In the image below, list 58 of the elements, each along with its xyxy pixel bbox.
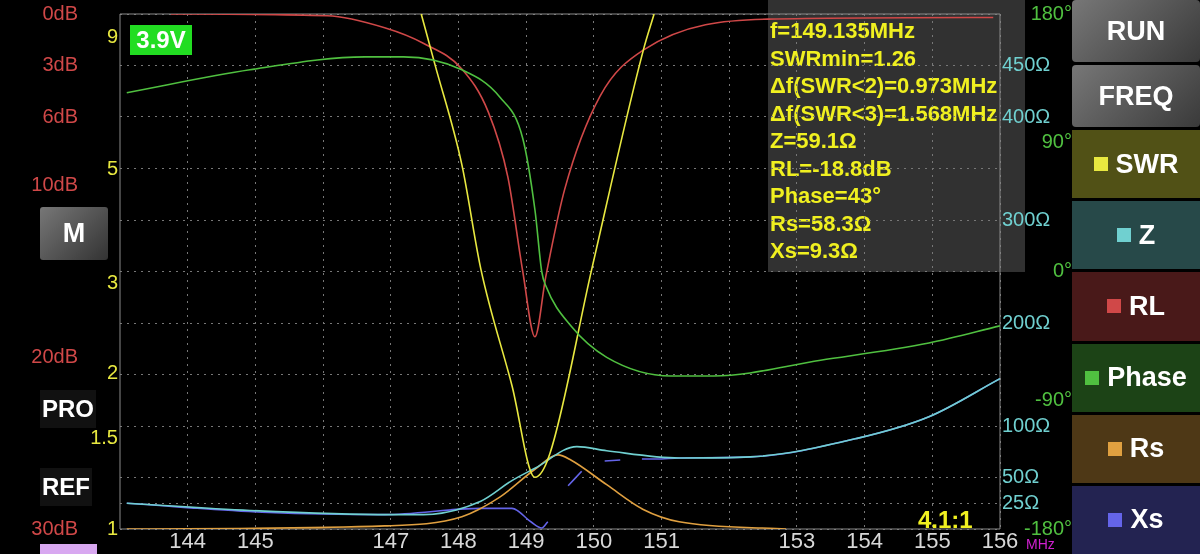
y2-tick-label: 1.5 xyxy=(90,425,118,448)
y-tick-label: 10dB xyxy=(31,173,78,196)
y-tick-label: 20dB xyxy=(31,344,78,367)
x-tick-label: 145 xyxy=(237,528,274,554)
legend-label: Z xyxy=(1138,219,1156,251)
y3-tick-label: 50Ω xyxy=(1002,465,1040,488)
annotation: 3.9V xyxy=(136,26,186,54)
y3-tick-label: 400Ω xyxy=(1002,104,1051,127)
y2-tick-label: 3 xyxy=(106,270,118,293)
text: REF xyxy=(42,473,90,501)
x-tick-label: 153 xyxy=(778,528,816,554)
y-tick-label: 30dB xyxy=(31,516,78,539)
x-axis-title: MHz xyxy=(1026,536,1055,552)
annotation: Phase=43° xyxy=(770,183,881,208)
y2-tick-label: 1 xyxy=(106,516,118,539)
y3-tick-label: 100Ω xyxy=(1002,413,1051,436)
annotation: Z=59.1Ω xyxy=(770,128,857,153)
text: FREQ xyxy=(1098,80,1174,112)
text: RUN xyxy=(1106,15,1166,47)
y-tick-label: 0° xyxy=(1052,259,1072,282)
y3-tick-label: 200Ω xyxy=(1002,310,1051,333)
x-tick-label: 148 xyxy=(440,528,477,554)
y-tick-label: 180° xyxy=(1030,1,1072,24)
x-tick-label: 149 xyxy=(507,528,545,554)
y2-tick-label: 9 xyxy=(106,25,118,48)
annotation: Rs=58.3Ω xyxy=(770,210,872,236)
x-tick-label: 150 xyxy=(575,528,613,554)
y-tick-label: 0dB xyxy=(42,1,78,24)
x-tick-label: 154 xyxy=(846,528,883,554)
y3-tick-label: 300Ω xyxy=(1002,207,1051,230)
x-tick-label: 156 xyxy=(981,528,1019,554)
annotation: RL=-18.8dB xyxy=(770,155,892,181)
y3-tick-label: 25Ω xyxy=(1002,490,1040,513)
y-tick-label: -180° xyxy=(1023,516,1072,539)
annotation: Δf(SWR<3)=1.568MHz xyxy=(770,100,998,126)
y2-tick-label: 5 xyxy=(106,156,118,179)
x-tick-label: 151 xyxy=(643,528,680,554)
line-series xyxy=(125,454,787,529)
y2-tick-label: 2 xyxy=(106,361,118,384)
legend-label: Phase xyxy=(1107,362,1187,394)
y-tick-label: 6dB xyxy=(42,104,78,127)
y3-tick-label: 450Ω xyxy=(1002,53,1051,76)
annotation: Xs=9.3Ω xyxy=(770,238,858,263)
y-tick-label: 90° xyxy=(1041,130,1072,153)
legend-label: RL xyxy=(1129,290,1165,322)
x-tick-label: 144 xyxy=(169,528,207,554)
annotation: f=149.135MHz xyxy=(770,18,915,43)
text: PRO xyxy=(41,395,94,423)
x-tick-label: 147 xyxy=(372,528,410,554)
line-series xyxy=(420,14,655,479)
y-tick-label: 3dB xyxy=(42,53,78,76)
legend-label: SWR xyxy=(1115,148,1179,180)
annotation: Δf(SWR<2)=0.973MHz xyxy=(770,73,998,98)
annotation: SWRmin=1.26 xyxy=(770,45,917,71)
legend-label: Rs xyxy=(1129,433,1165,465)
legend-label: Xs xyxy=(1130,504,1164,536)
y-tick-label: -90° xyxy=(1035,387,1072,410)
text: M xyxy=(62,218,86,249)
